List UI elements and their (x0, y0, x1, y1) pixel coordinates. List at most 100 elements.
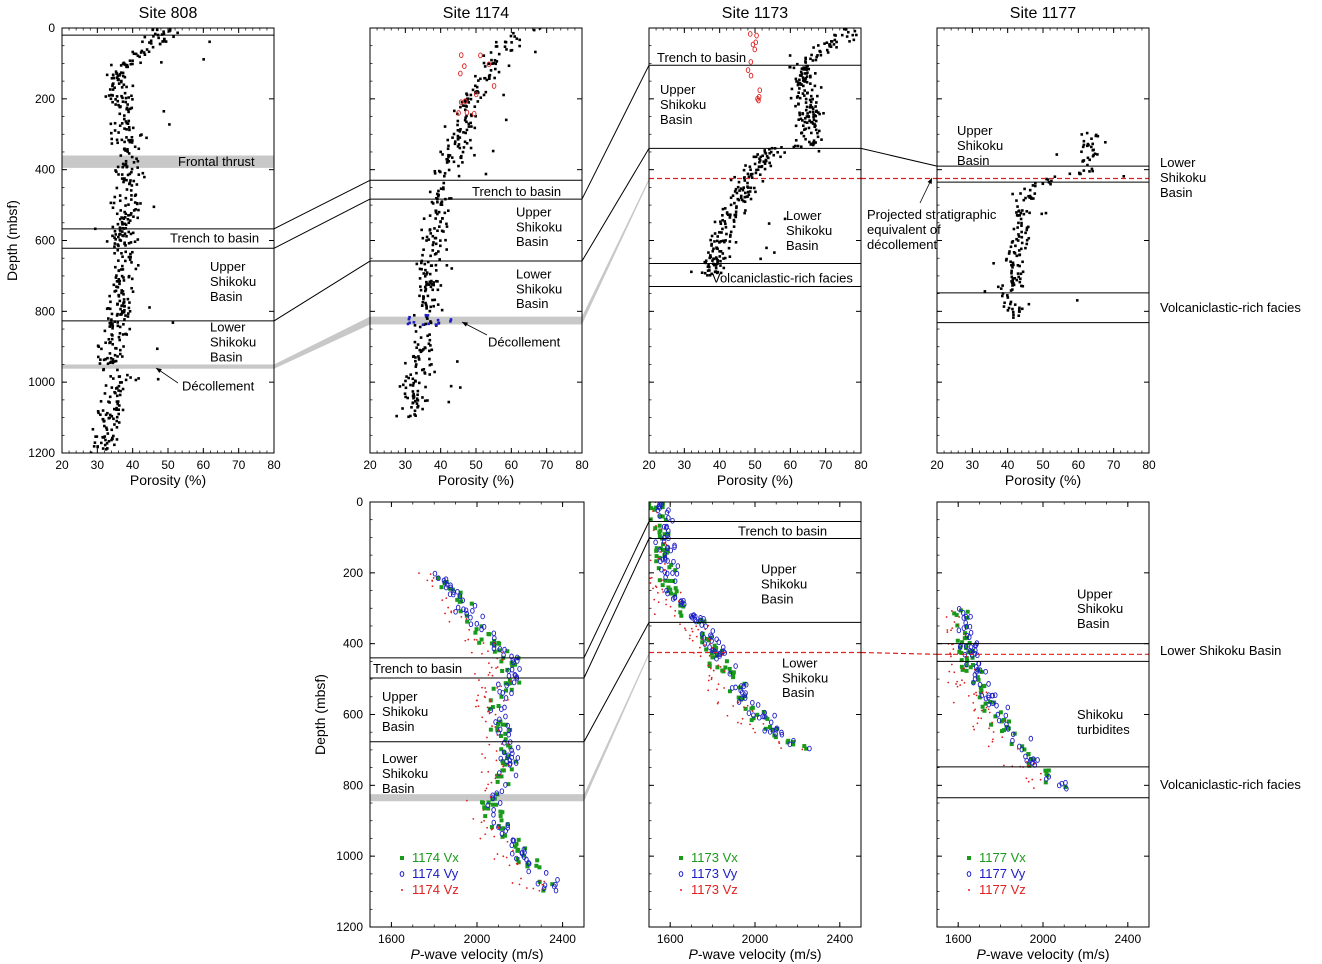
data-point (118, 112, 122, 116)
data-point (835, 46, 838, 49)
data-point (131, 290, 135, 293)
unit-label-line: Basin (761, 591, 794, 606)
data-point (737, 721, 739, 724)
data-point (716, 639, 722, 646)
y-tick-label: 400 (343, 637, 363, 651)
data-point (796, 144, 800, 148)
data-point (803, 94, 806, 97)
data-point (977, 681, 983, 688)
data-point (816, 94, 819, 98)
data-point (1032, 197, 1035, 200)
data-point (112, 201, 116, 205)
data-point (848, 40, 851, 43)
projection-note-line: equivalent of (867, 222, 941, 237)
data-point (510, 663, 515, 668)
data-point (117, 293, 120, 297)
data-point (804, 746, 809, 751)
data-point (468, 621, 474, 628)
data-point (665, 598, 667, 601)
data-point (810, 88, 814, 92)
data-point (812, 118, 816, 122)
data-point (492, 643, 497, 648)
data-point (1031, 756, 1036, 762)
data-point (441, 217, 444, 220)
data-point (421, 236, 425, 240)
data-point (100, 441, 103, 445)
data-point (733, 213, 737, 217)
data-point (434, 209, 438, 213)
data-point (512, 849, 514, 852)
data-point (436, 288, 440, 292)
data-point (494, 67, 497, 71)
data-point (147, 50, 151, 54)
data-point (690, 270, 693, 274)
data-point (736, 699, 742, 705)
data-point (653, 539, 658, 546)
data-point (710, 272, 713, 276)
data-point (475, 705, 477, 708)
data-point (970, 663, 975, 668)
data-point (116, 74, 120, 78)
points (418, 570, 560, 894)
data-point (543, 870, 549, 876)
data-point (1013, 252, 1017, 255)
x-axis-label-text: -wave velocity (m/s) (698, 946, 822, 962)
data-point (743, 195, 747, 199)
data-point (442, 230, 445, 233)
data-point (635, 507, 637, 509)
data-point (708, 674, 711, 677)
correlation-line (583, 622, 650, 743)
data-point (111, 225, 115, 229)
data-point (805, 115, 809, 118)
data-point (130, 135, 134, 139)
data-point (731, 673, 736, 678)
data-point (720, 231, 723, 234)
data-point (101, 417, 105, 421)
data-point (133, 201, 137, 204)
data-point (124, 120, 128, 123)
data-point (140, 49, 144, 53)
data-point (439, 150, 442, 154)
data-point (127, 275, 131, 279)
data-point (661, 535, 667, 541)
data-point (1012, 283, 1016, 287)
data-point (443, 172, 447, 175)
data-point (746, 185, 749, 188)
data-point (121, 255, 124, 259)
data-point (1016, 205, 1019, 208)
data-point (120, 94, 123, 98)
data-point (116, 312, 119, 316)
data-point (767, 222, 771, 225)
data-point (431, 298, 434, 302)
band (370, 794, 584, 802)
data-point (430, 264, 434, 267)
data-point (660, 551, 662, 553)
data-point (809, 74, 812, 78)
data-point (1009, 742, 1014, 747)
data-point (428, 190, 432, 194)
data-point (484, 833, 487, 836)
x-tick-label: 2400 (549, 932, 576, 946)
data-point (464, 116, 467, 120)
data-point (103, 443, 107, 447)
data-point (794, 104, 797, 108)
data-point (411, 390, 415, 393)
data-point (1015, 199, 1018, 202)
data-point (117, 335, 121, 339)
data-point (795, 80, 798, 83)
data-point (794, 144, 797, 148)
data-point (450, 610, 453, 613)
data-point (752, 155, 756, 159)
data-point (111, 342, 114, 346)
data-point (1019, 211, 1023, 215)
data-point (744, 164, 747, 167)
data-point (143, 35, 147, 39)
data-point (780, 146, 783, 149)
data-point (134, 208, 137, 211)
data-point (132, 215, 135, 218)
data-point (117, 131, 120, 134)
data-point (704, 259, 708, 263)
data-point (776, 150, 779, 154)
data-point (160, 61, 163, 64)
data-point (731, 194, 735, 197)
